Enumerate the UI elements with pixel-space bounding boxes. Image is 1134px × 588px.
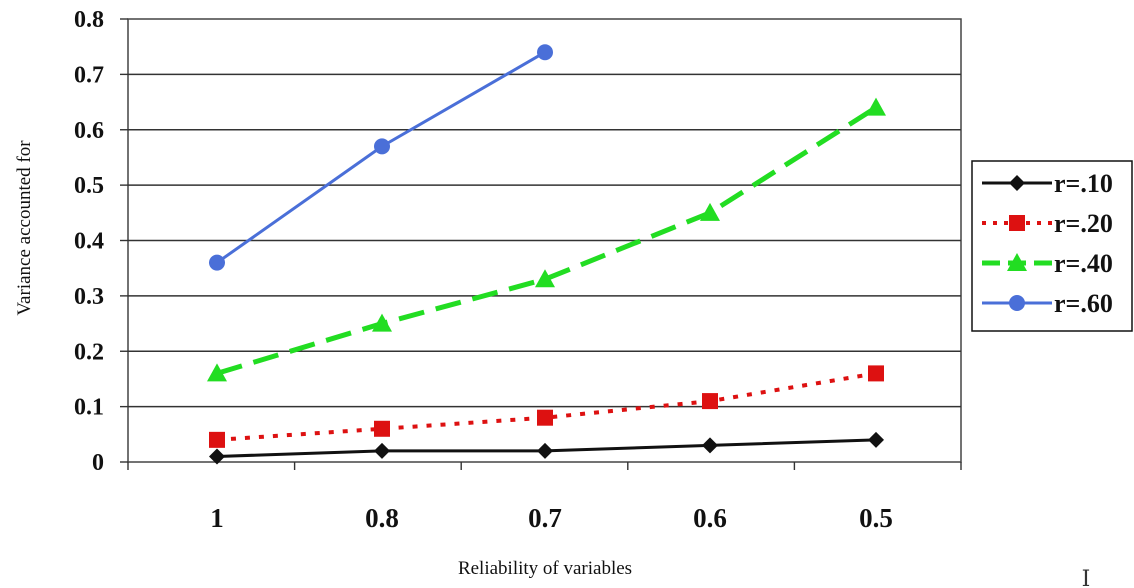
x-tick-label: 1 xyxy=(210,503,224,533)
y-tick-label: 0.6 xyxy=(74,118,104,144)
data-point xyxy=(207,363,227,382)
data-point xyxy=(537,442,553,459)
data-point xyxy=(209,254,225,271)
legend-marker xyxy=(1009,175,1025,191)
text-cursor-icon: I xyxy=(1082,567,1091,588)
legend-marker xyxy=(1009,215,1025,231)
x-axis-ticks: 1 0.8 0.7 0.6 0.5 xyxy=(127,462,962,533)
y-tick-label: 0.5 xyxy=(74,173,104,199)
y-tick-label: 0.3 xyxy=(74,284,104,310)
x-axis-title: Reliability of variables xyxy=(458,558,632,579)
legend-label: r=.20 xyxy=(1054,209,1113,238)
legend: r=.10 r=.20 r=.40 r=.60 xyxy=(971,160,1133,332)
data-point xyxy=(700,202,720,221)
x-tick-label: 0.6 xyxy=(693,503,727,533)
legend-label: r=.60 xyxy=(1054,289,1113,318)
legend-label: r=.10 xyxy=(1054,169,1113,198)
x-tick-label: 0.7 xyxy=(528,503,562,533)
y-tick-label: 0.8 xyxy=(74,7,104,33)
data-point xyxy=(868,431,884,448)
series-line xyxy=(216,371,877,442)
series-3 xyxy=(207,97,886,382)
x-tick-label: 0.8 xyxy=(365,503,399,533)
series-4 xyxy=(209,44,553,271)
y-tick-label: 0.7 xyxy=(74,62,104,88)
data-point xyxy=(537,409,553,426)
data-point xyxy=(374,138,390,155)
legend-label: r=.40 xyxy=(1054,249,1113,278)
data-point xyxy=(702,393,718,410)
y-tick-label: 0.1 xyxy=(74,395,104,421)
series-line xyxy=(216,105,878,376)
y-axis-ticks: 0 0.1 0.2 0.3 0.4 0.5 0.6 0.7 0.8 xyxy=(74,7,104,476)
y-tick-label: 0.4 xyxy=(74,229,104,255)
series-1 xyxy=(209,431,884,465)
legend-marker xyxy=(1007,253,1027,271)
y-axis-title: Variance accounted for xyxy=(14,140,35,316)
data-point xyxy=(537,44,553,61)
data-point xyxy=(702,437,718,454)
x-tick-label: 0.5 xyxy=(859,503,893,533)
data-point xyxy=(372,313,392,332)
data-point xyxy=(535,269,555,288)
series-layer xyxy=(207,44,886,465)
data-point xyxy=(866,97,886,116)
data-point xyxy=(868,365,884,382)
y-tick-label: 0.2 xyxy=(74,339,104,365)
data-point xyxy=(209,448,225,465)
y-tick-label: 0 xyxy=(92,450,104,476)
legend-marker xyxy=(1009,295,1025,311)
data-point xyxy=(209,431,225,448)
data-point xyxy=(374,442,390,459)
data-point xyxy=(374,420,390,437)
gridlines xyxy=(120,18,961,463)
series-2 xyxy=(209,365,884,448)
